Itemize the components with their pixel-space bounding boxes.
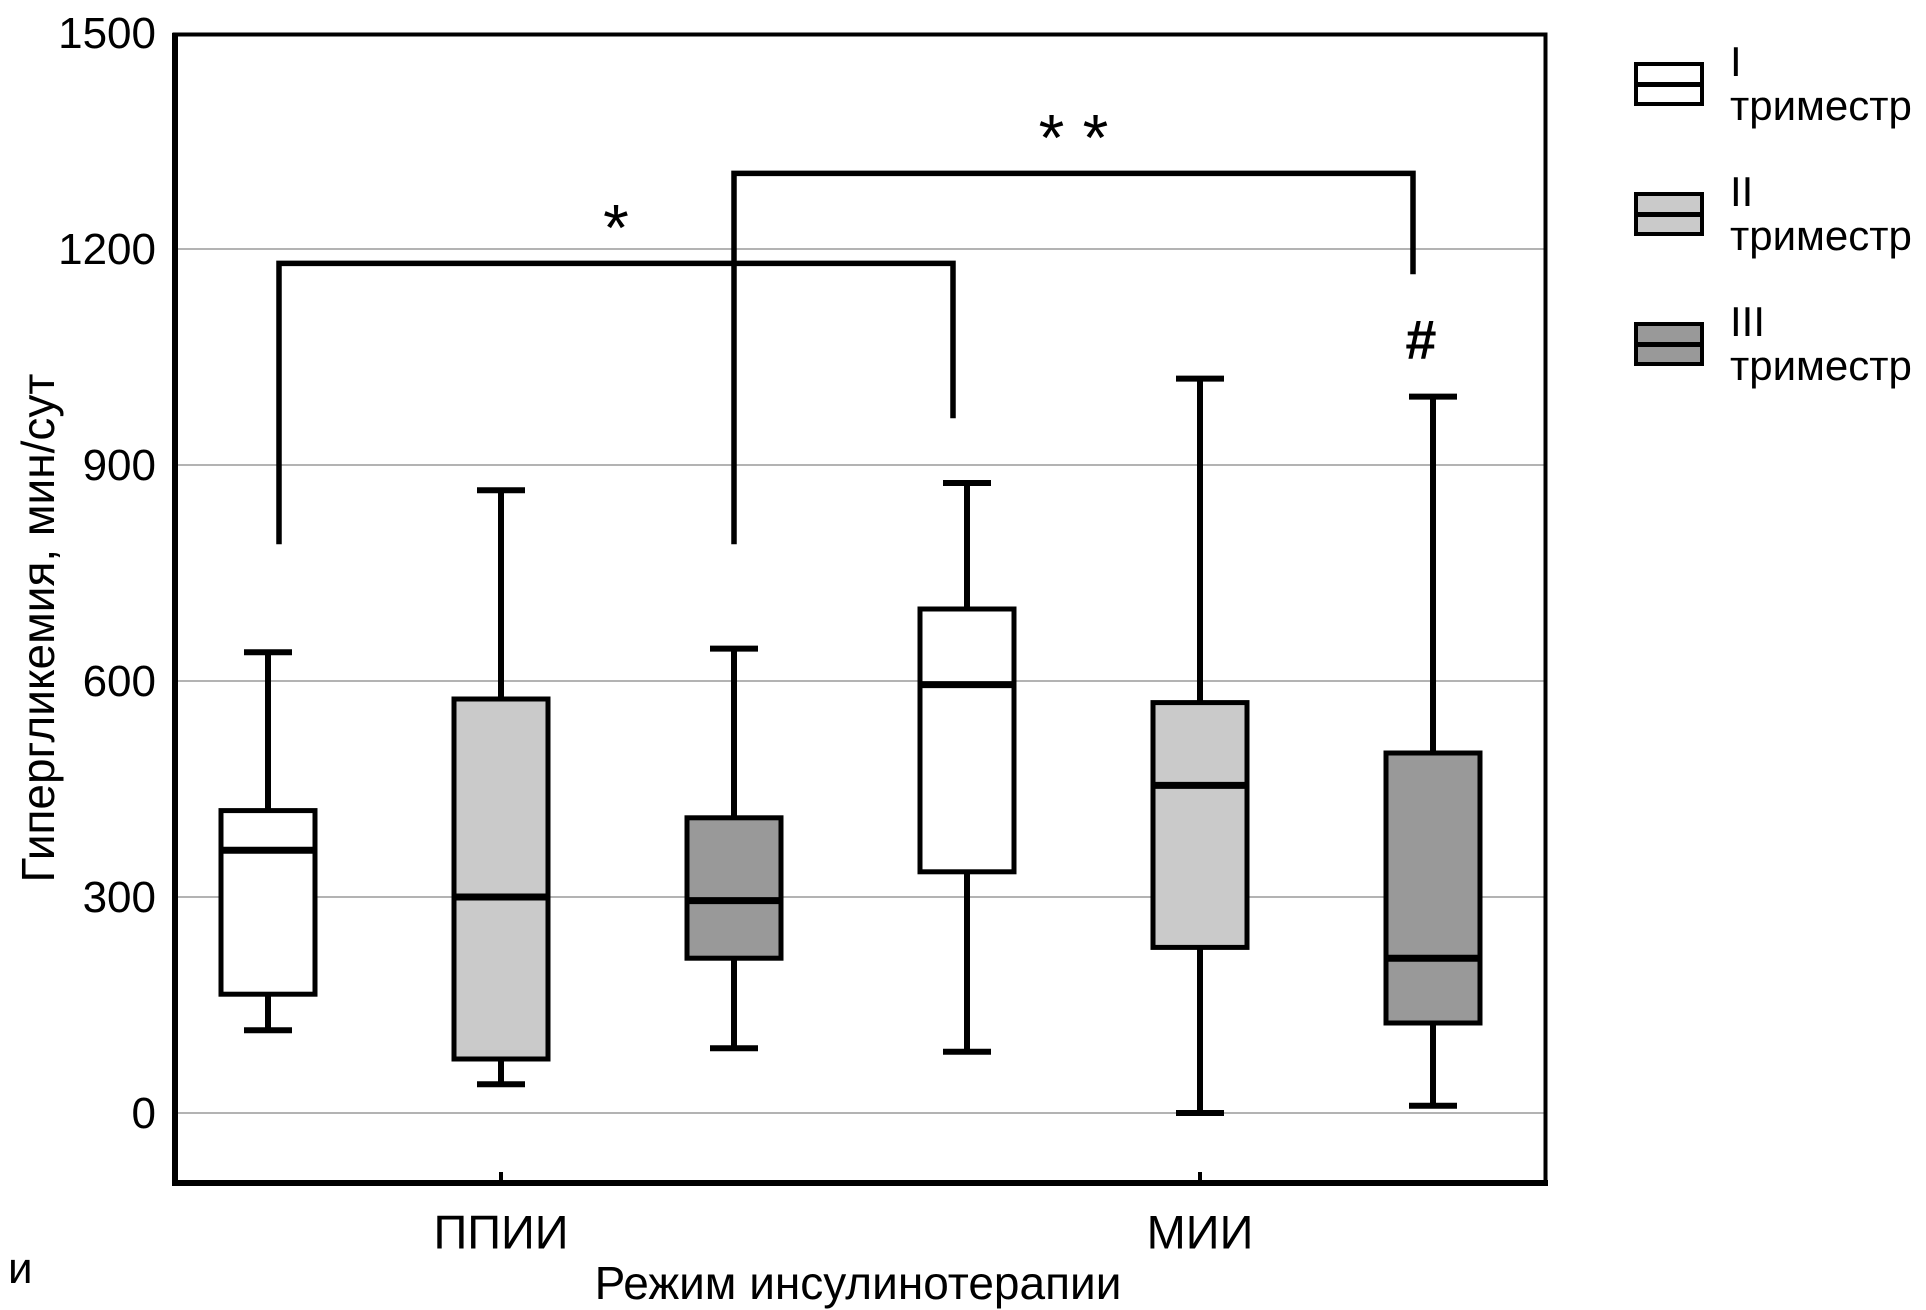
y-tick-label: 1500 [58, 9, 156, 58]
legend-item-trimester-3: III триместр [1634, 300, 1926, 388]
plot-border [172, 32, 1548, 1186]
significance-bracket [276, 260, 956, 545]
iqr-box [1383, 750, 1483, 1026]
box-II-ППИИ [451, 487, 551, 1088]
median-line-icon [1638, 211, 1700, 217]
legend-swatch-icon [1634, 192, 1704, 236]
box-I-МИИ [917, 480, 1017, 1055]
legend-swatch-icon [1634, 322, 1704, 366]
legend-label: III триместр [1730, 298, 1912, 389]
iqr-box [451, 696, 551, 1062]
box-III-ППИИ [684, 645, 784, 1052]
iqr-box [684, 815, 784, 961]
y-tick-label: 0 [132, 1089, 156, 1138]
median-line-icon [1638, 341, 1700, 347]
x-axis-title: Режим инсулинотерапии [594, 1257, 1122, 1309]
x-tick-label-mii: МИИ [1146, 1205, 1254, 1259]
iqr-box [1150, 700, 1250, 950]
x-tick-label-ppii: ППИИ [433, 1205, 569, 1259]
box-III-МИИ [1383, 393, 1483, 1109]
significance-bracket [731, 170, 1416, 545]
box-II-МИИ [1150, 375, 1250, 1116]
bracket-label: * [603, 190, 629, 264]
legend-swatch-icon [1634, 62, 1704, 106]
bracket-label: * * [1039, 100, 1109, 174]
stray-caption-fragment: и [8, 1244, 33, 1293]
legend-label: II триместр [1730, 168, 1912, 259]
y-tick-label: 1200 [58, 225, 156, 274]
legend-label: I триместр [1730, 38, 1912, 129]
legend-item-trimester-1: I триместр [1634, 40, 1926, 128]
legend: I триместр II триместр III триместр [1634, 40, 1926, 430]
box-I-ППИИ [218, 649, 318, 1034]
y-tick-label: 300 [83, 873, 156, 922]
legend-item-trimester-2: II триместр [1634, 170, 1926, 258]
y-tick-label: 600 [83, 657, 156, 706]
iqr-box [917, 606, 1017, 875]
hash-annotation: # [1405, 308, 1436, 371]
median-line-icon [1638, 81, 1700, 87]
y-axis-title: Гипергликемия, мин/сут [12, 373, 64, 883]
y-tick-label: 900 [83, 441, 156, 490]
iqr-box [218, 808, 318, 997]
